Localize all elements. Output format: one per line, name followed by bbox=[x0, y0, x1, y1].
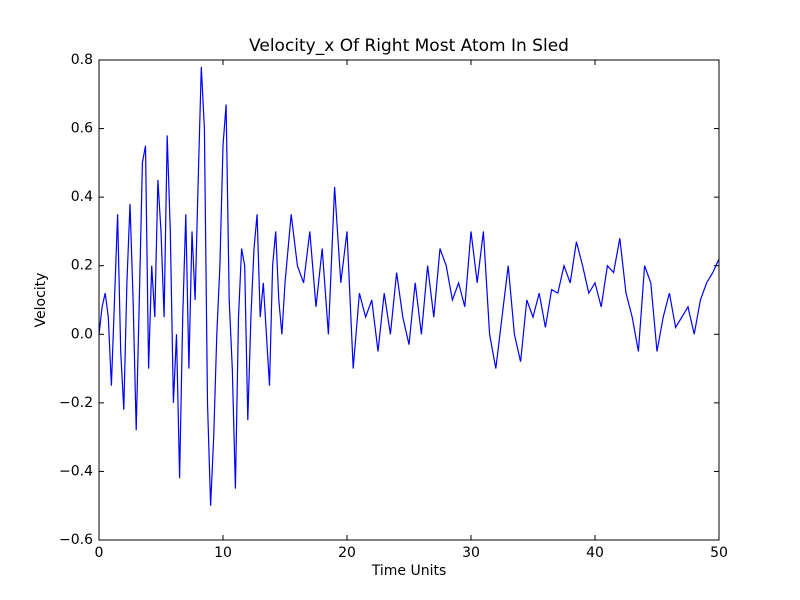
x-tick-label: 20 bbox=[338, 545, 356, 561]
y-tick-label: −0.2 bbox=[59, 395, 93, 411]
x-axis-label: Time Units bbox=[371, 563, 447, 579]
y-tick-label: 0.4 bbox=[71, 189, 93, 205]
y-tick-label: 0.6 bbox=[71, 121, 93, 137]
y-tick-label: 0.2 bbox=[71, 258, 93, 274]
x-tick-label: 50 bbox=[710, 545, 728, 561]
plot-frame bbox=[98, 59, 720, 541]
y-tick-label: −0.6 bbox=[59, 532, 93, 548]
x-tick-label: 30 bbox=[462, 545, 480, 561]
chart-title: Velocity_x Of Right Most Atom In Sled bbox=[249, 36, 569, 56]
x-tick-label: 10 bbox=[214, 545, 232, 561]
y-axis-label: Velocity bbox=[33, 273, 49, 328]
y-tick-label: −0.4 bbox=[59, 463, 93, 479]
y-tick-label: 0.8 bbox=[71, 52, 93, 68]
x-tick-label: 0 bbox=[95, 545, 104, 561]
x-tick-label: 40 bbox=[586, 545, 604, 561]
y-tick-label: 0.0 bbox=[71, 326, 93, 342]
data-line bbox=[98, 66, 720, 506]
